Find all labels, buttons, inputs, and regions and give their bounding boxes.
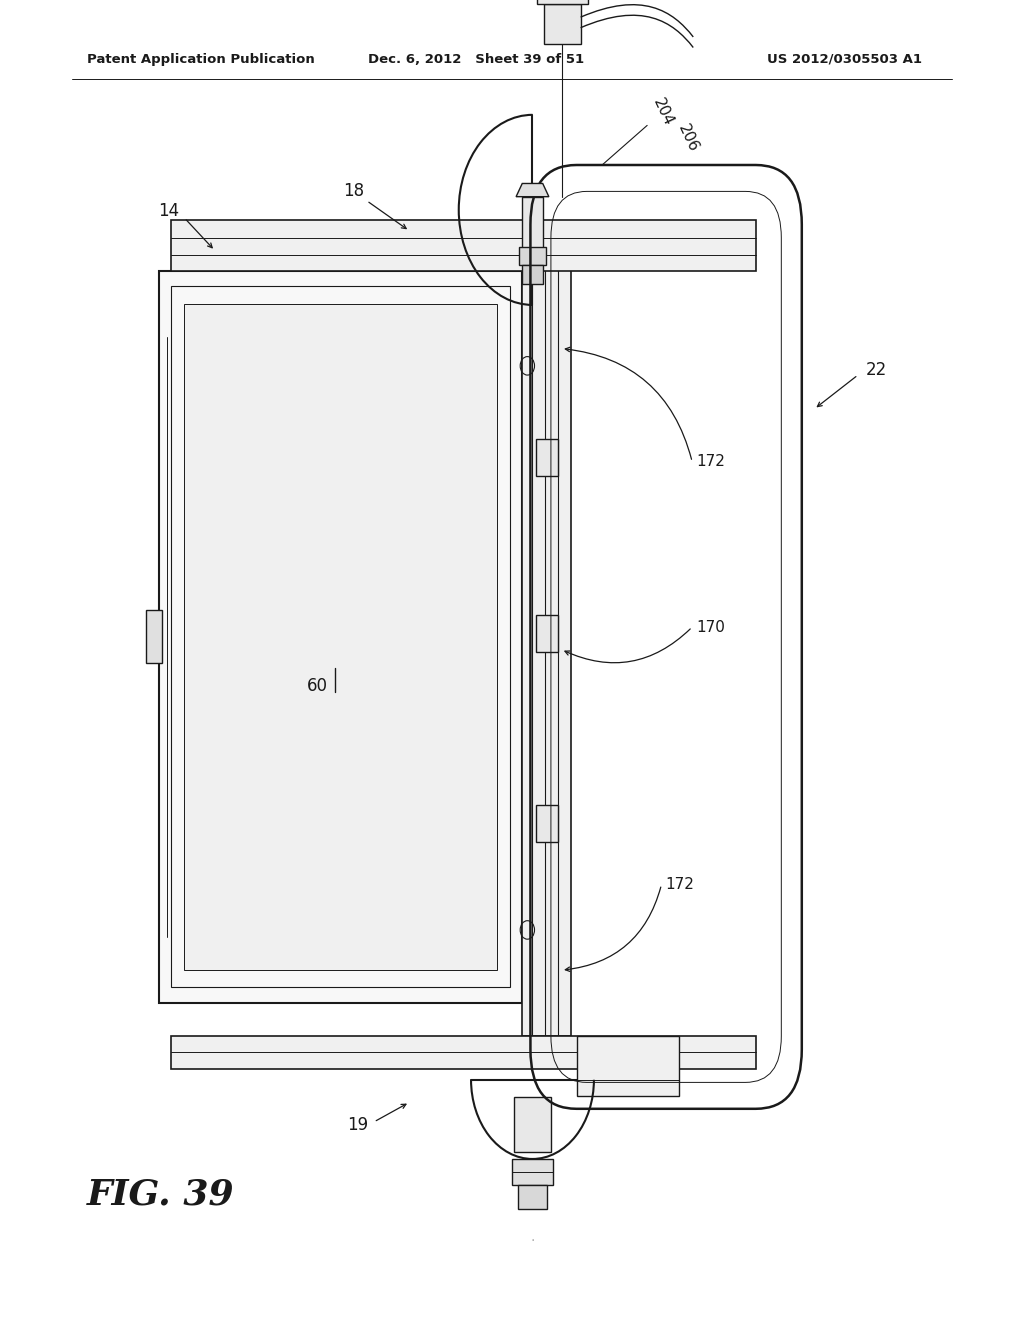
Bar: [519, 247, 546, 265]
FancyArrowPatch shape: [376, 1105, 406, 1121]
Bar: [514, 1097, 551, 1152]
Text: US 2012/0305503 A1: US 2012/0305503 A1: [767, 53, 922, 66]
Bar: [159, 271, 522, 1003]
Bar: [536, 805, 558, 842]
Text: ‧: ‧: [530, 1234, 535, 1247]
Text: 22: 22: [865, 360, 887, 379]
Text: 18: 18: [343, 182, 364, 201]
Bar: [518, 1185, 547, 1209]
Text: FIG. 39: FIG. 39: [87, 1177, 234, 1212]
Text: 19: 19: [347, 1115, 369, 1134]
Text: Dec. 6, 2012   Sheet 39 of 51: Dec. 6, 2012 Sheet 39 of 51: [368, 53, 585, 66]
Polygon shape: [516, 183, 549, 197]
Bar: [171, 220, 756, 271]
Text: 14: 14: [158, 202, 179, 220]
Text: 172: 172: [696, 454, 725, 470]
Text: 204: 204: [650, 96, 677, 128]
Bar: [537, 0, 588, 4]
Bar: [522, 265, 543, 284]
Bar: [544, 4, 581, 44]
Text: Patent Application Publication: Patent Application Publication: [87, 53, 314, 66]
Bar: [536, 438, 558, 475]
Bar: [146, 610, 162, 663]
FancyArrowPatch shape: [817, 376, 856, 407]
Text: 170: 170: [696, 619, 725, 635]
Text: 172: 172: [666, 876, 694, 892]
FancyArrowPatch shape: [565, 347, 691, 459]
FancyArrowPatch shape: [565, 628, 690, 663]
Bar: [184, 304, 497, 970]
Text: 206: 206: [675, 123, 701, 154]
Bar: [171, 1036, 756, 1069]
Bar: [522, 197, 543, 256]
Bar: [536, 615, 558, 652]
FancyArrowPatch shape: [565, 887, 660, 972]
FancyArrowPatch shape: [369, 202, 407, 228]
FancyArrowPatch shape: [186, 220, 212, 248]
Text: 60: 60: [307, 677, 328, 696]
Bar: [522, 238, 571, 1036]
Bar: [577, 1036, 679, 1096]
Bar: [171, 286, 510, 987]
Bar: [512, 1159, 553, 1185]
